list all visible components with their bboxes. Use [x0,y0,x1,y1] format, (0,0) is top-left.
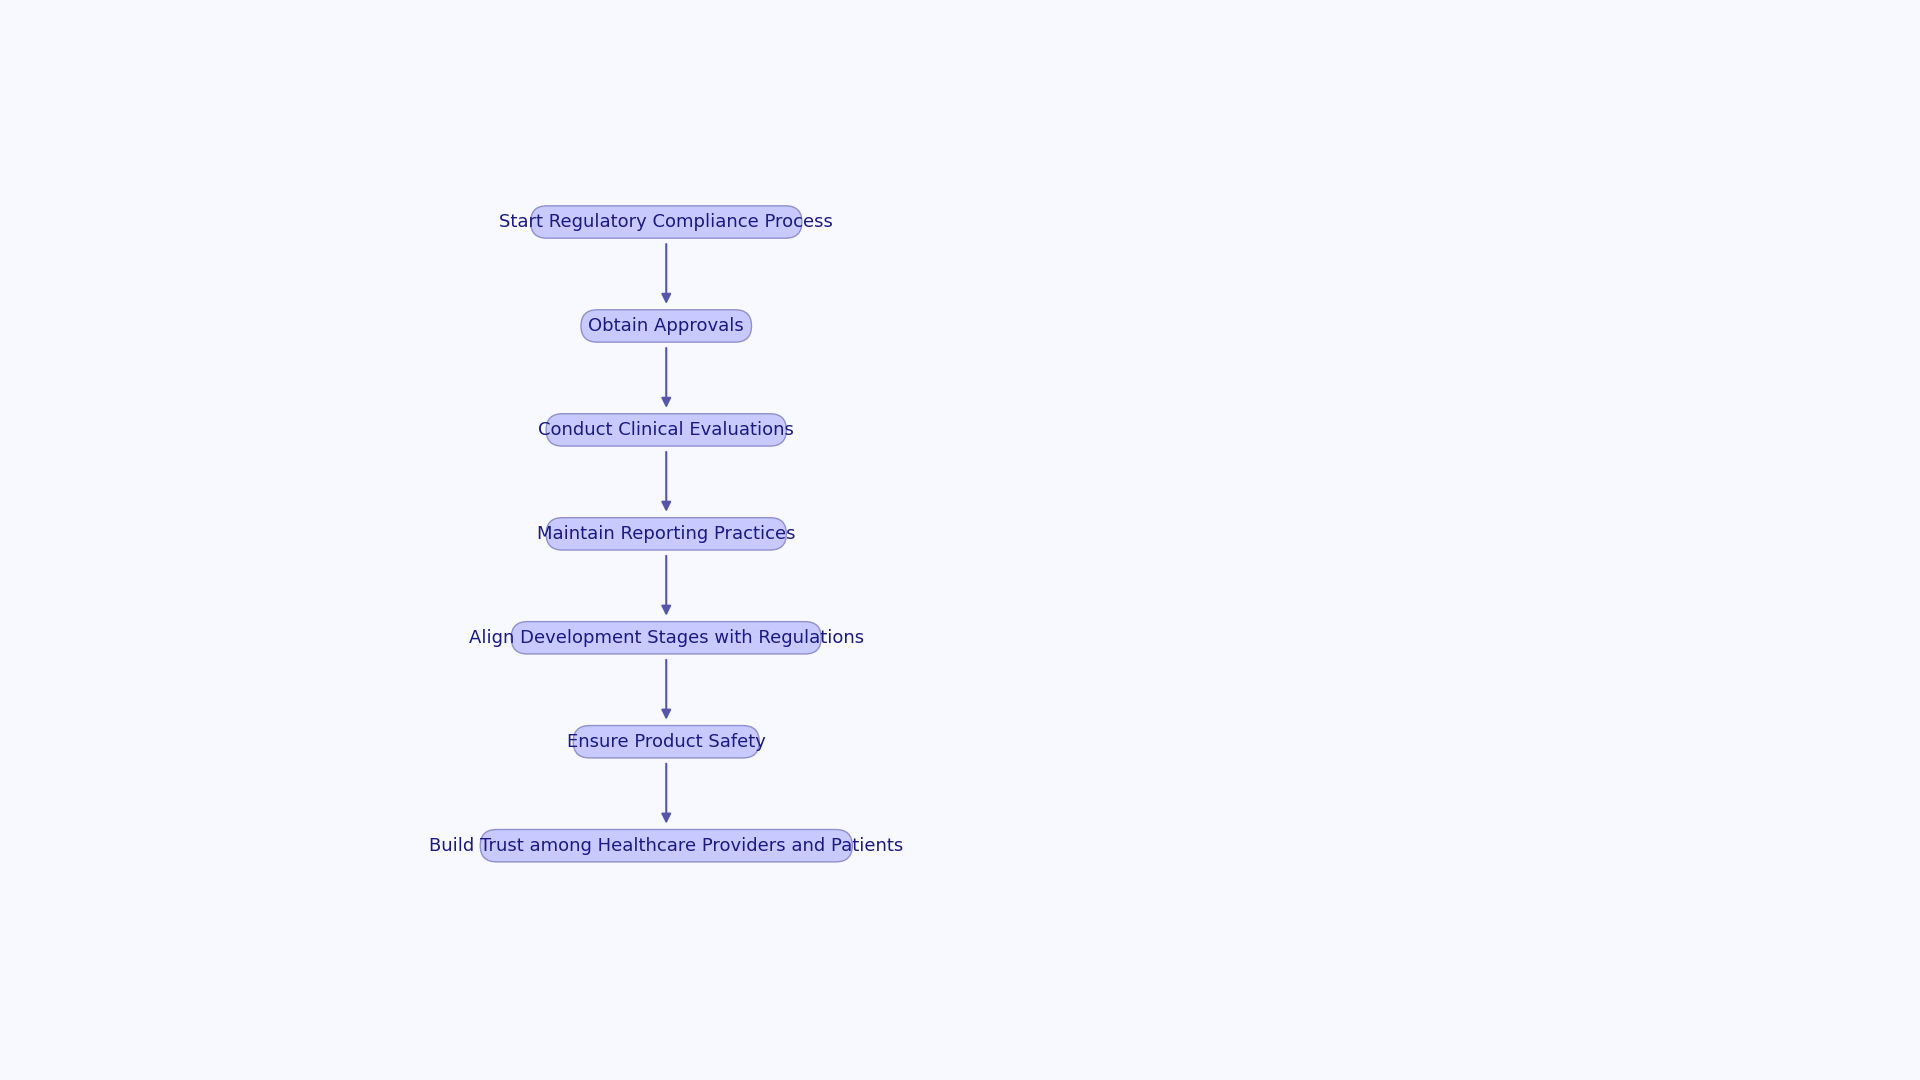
FancyBboxPatch shape [530,206,803,239]
FancyBboxPatch shape [574,726,758,758]
FancyBboxPatch shape [545,414,787,446]
Text: Build Trust among Healthcare Providers and Patients: Build Trust among Healthcare Providers a… [430,837,904,854]
Text: Conduct Clinical Evaluations: Conduct Clinical Evaluations [538,421,795,438]
Text: Obtain Approvals: Obtain Approvals [588,316,745,335]
FancyBboxPatch shape [545,517,787,550]
Text: Maintain Reporting Practices: Maintain Reporting Practices [538,525,795,543]
FancyBboxPatch shape [480,829,852,862]
Text: Start Regulatory Compliance Process: Start Regulatory Compliance Process [499,213,833,231]
Text: Ensure Product Safety: Ensure Product Safety [566,732,766,751]
Text: Align Development Stages with Regulations: Align Development Stages with Regulation… [468,629,864,647]
FancyBboxPatch shape [582,310,751,342]
FancyBboxPatch shape [511,622,822,654]
